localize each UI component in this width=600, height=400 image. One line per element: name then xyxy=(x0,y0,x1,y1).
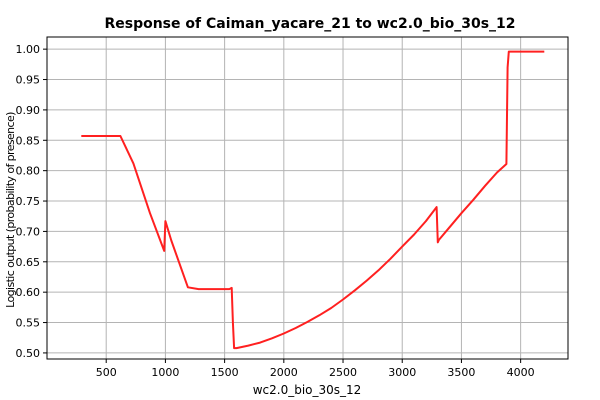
y-ticks: 0.50 0.55 0.60 0.65 0.70 0.75 0.80 0.85 0.90 0.95… xyxy=(16,43,47,360)
x-tick-label: 3500 xyxy=(447,366,475,379)
x-tick-label: 1500 xyxy=(211,366,239,379)
x-axis-label: wc2.0_bio_30s_12 xyxy=(253,383,362,397)
y-tick-label: 0.50 xyxy=(16,347,41,360)
x-tick-label: 2500 xyxy=(329,366,357,379)
y-tick-label: 0.90 xyxy=(16,104,41,117)
y-tick-label: 0.65 xyxy=(16,256,41,269)
y-tick-label: 0.95 xyxy=(16,74,41,87)
y-tick-label: 1.00 xyxy=(16,43,41,56)
y-tick-label: 0.80 xyxy=(16,165,41,178)
y-tick-label: 0.60 xyxy=(16,286,41,299)
y-tick-label: 0.70 xyxy=(16,225,41,238)
plot-frame xyxy=(46,36,569,360)
response-curve-line xyxy=(81,50,545,350)
grid xyxy=(47,37,568,359)
x-tick-label: 2000 xyxy=(270,366,298,379)
series-group xyxy=(81,50,545,350)
y-axis-label: Logistic output (probability of presence… xyxy=(4,112,17,308)
y-tick-label: 0.75 xyxy=(16,195,41,208)
y-tick-label: 0.55 xyxy=(16,317,41,330)
x-tick-label: 4000 xyxy=(507,366,535,379)
x-ticks: 500 1000 1500 2000 2500 3000 3500 4000 xyxy=(96,359,535,379)
x-tick-label: 1000 xyxy=(151,366,179,379)
y-tick-label: 0.85 xyxy=(16,134,41,147)
chart-title: Response of Caiman_yacare_21 to wc2.0_bi… xyxy=(104,16,515,32)
x-tick-label: 500 xyxy=(96,366,117,379)
x-tick-label: 3000 xyxy=(388,366,416,379)
